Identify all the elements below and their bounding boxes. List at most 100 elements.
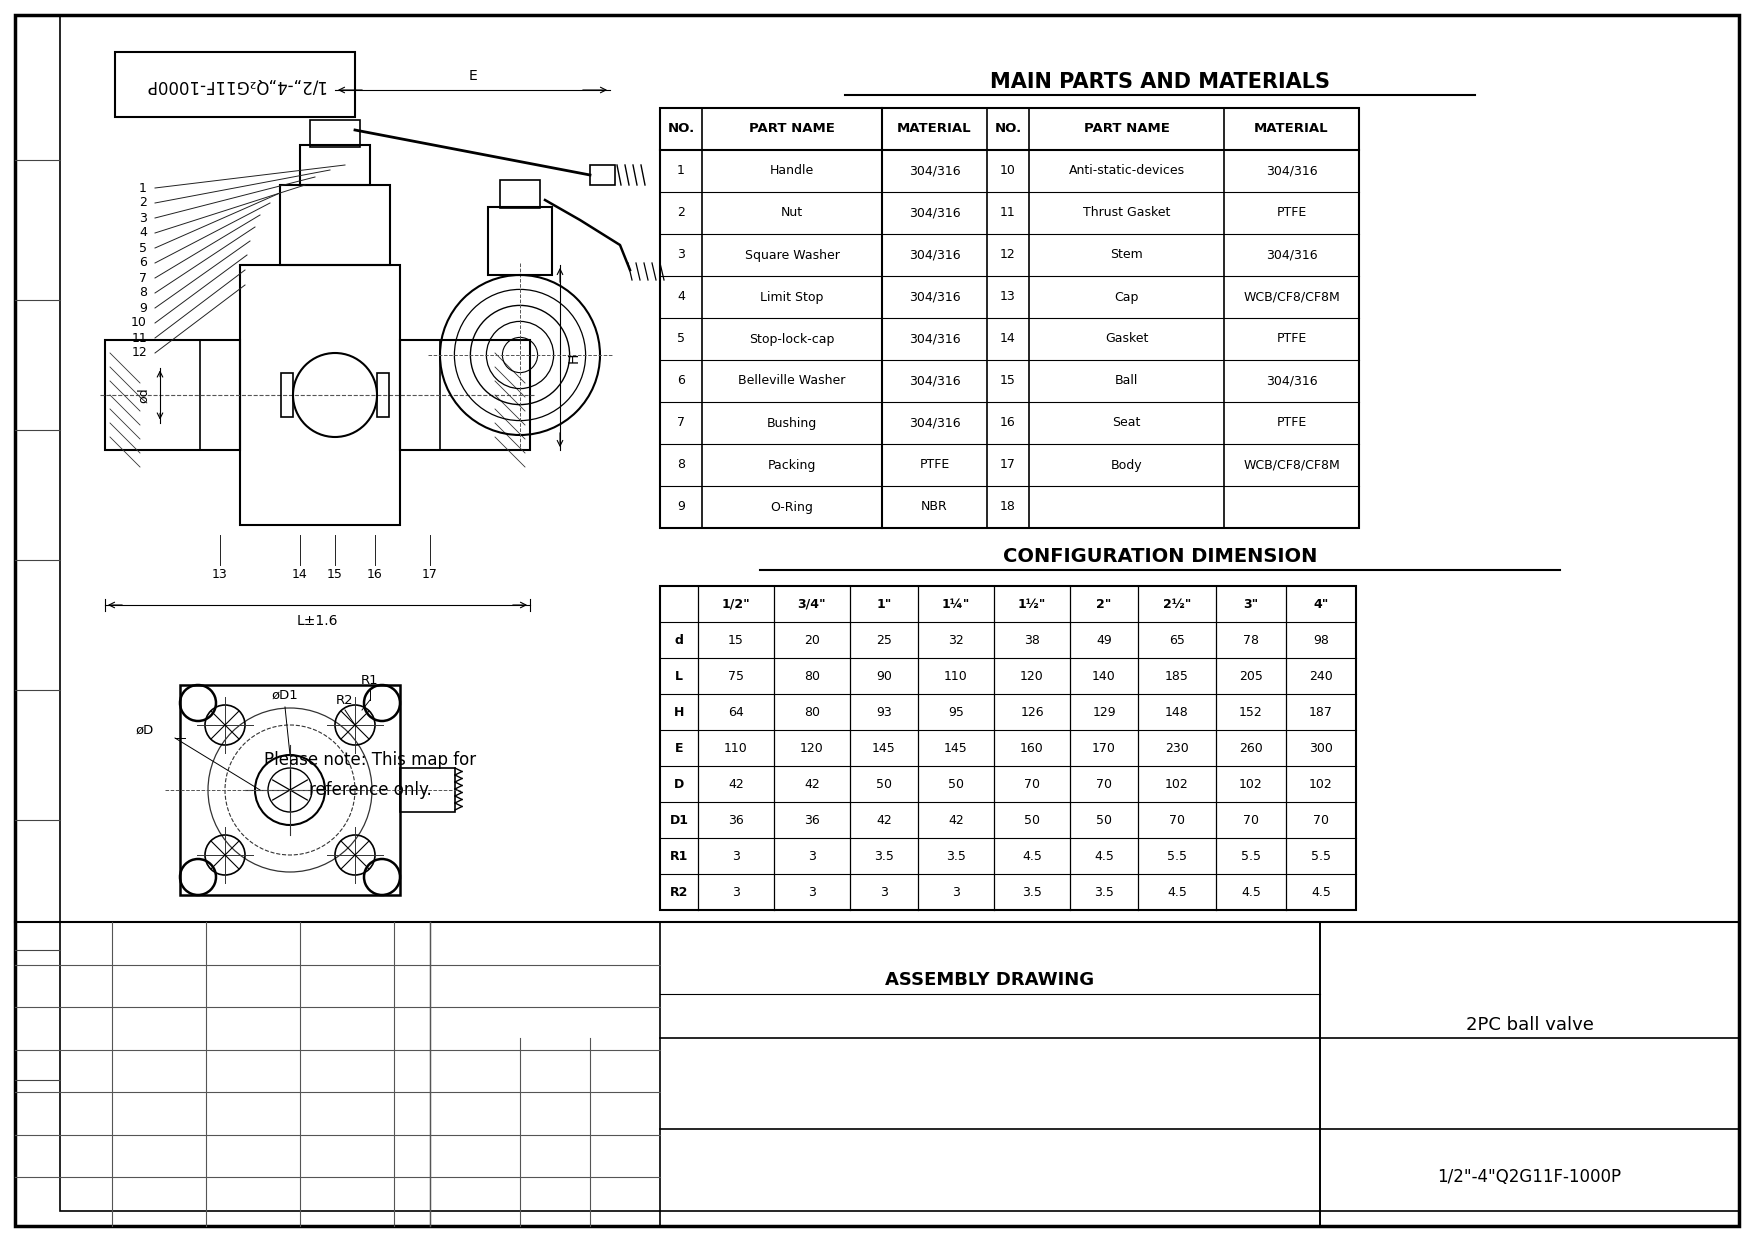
Bar bbox=[400, 768, 454, 812]
Text: 70: 70 bbox=[1244, 814, 1259, 827]
Text: 90: 90 bbox=[875, 669, 893, 683]
Text: 1/2"-4"Q2G11F-1000P: 1/2"-4"Q2G11F-1000P bbox=[1438, 1168, 1621, 1186]
Text: Bushing: Bushing bbox=[766, 417, 817, 429]
Text: Cap: Cap bbox=[1114, 290, 1138, 304]
Text: 3: 3 bbox=[809, 850, 816, 862]
Text: 13: 13 bbox=[212, 568, 228, 582]
Text: 102: 102 bbox=[1308, 778, 1333, 791]
Bar bbox=[377, 374, 389, 417]
Text: 126: 126 bbox=[1021, 705, 1044, 719]
Text: 110: 110 bbox=[944, 669, 968, 683]
Text: 6: 6 bbox=[677, 375, 686, 387]
Text: 148: 148 bbox=[1165, 705, 1189, 719]
Text: 36: 36 bbox=[728, 814, 744, 827]
Text: 5.5: 5.5 bbox=[1242, 850, 1261, 862]
Text: 300: 300 bbox=[1308, 742, 1333, 755]
Text: 15: 15 bbox=[1000, 375, 1016, 387]
Text: 9: 9 bbox=[139, 302, 147, 314]
Text: MAIN PARTS AND MATERIALS: MAIN PARTS AND MATERIALS bbox=[989, 72, 1330, 92]
Text: 16: 16 bbox=[1000, 417, 1016, 429]
Text: 4.5: 4.5 bbox=[1094, 850, 1114, 862]
Text: PTFE: PTFE bbox=[1277, 333, 1307, 345]
Text: 18: 18 bbox=[1000, 500, 1016, 514]
Text: 2: 2 bbox=[139, 196, 147, 210]
Text: 5: 5 bbox=[139, 242, 147, 254]
Text: Belleville Washer: Belleville Washer bbox=[738, 375, 845, 387]
Text: 11: 11 bbox=[132, 331, 147, 345]
Text: L±1.6: L±1.6 bbox=[296, 614, 339, 628]
Text: D1: D1 bbox=[670, 814, 689, 827]
Text: Gasket: Gasket bbox=[1105, 333, 1149, 345]
Text: 14: 14 bbox=[293, 568, 309, 582]
Text: 3.5: 3.5 bbox=[1023, 886, 1042, 898]
Text: 12: 12 bbox=[132, 346, 147, 360]
Text: 7: 7 bbox=[677, 417, 686, 429]
Text: MATERIAL: MATERIAL bbox=[1254, 123, 1330, 135]
Text: 6: 6 bbox=[139, 257, 147, 269]
Text: 49: 49 bbox=[1096, 633, 1112, 647]
Text: 160: 160 bbox=[1021, 742, 1044, 755]
Text: L: L bbox=[675, 669, 682, 683]
Text: 304/316: 304/316 bbox=[909, 333, 959, 345]
Text: 14: 14 bbox=[1000, 333, 1016, 345]
Text: 3: 3 bbox=[881, 886, 888, 898]
Text: 304/316: 304/316 bbox=[1266, 375, 1317, 387]
Text: 3.5: 3.5 bbox=[873, 850, 895, 862]
Text: Handle: Handle bbox=[770, 165, 814, 177]
Bar bbox=[500, 180, 540, 208]
Text: 102: 102 bbox=[1165, 778, 1189, 791]
Text: 50: 50 bbox=[947, 778, 965, 791]
Text: 75: 75 bbox=[728, 669, 744, 683]
Text: 10: 10 bbox=[132, 316, 147, 330]
Text: 129: 129 bbox=[1093, 705, 1116, 719]
Text: 2": 2" bbox=[1096, 597, 1112, 611]
Text: 1: 1 bbox=[139, 181, 147, 195]
Text: 15: 15 bbox=[326, 568, 344, 582]
Text: E: E bbox=[468, 69, 477, 83]
Text: 50: 50 bbox=[875, 778, 893, 791]
Text: Stem: Stem bbox=[1110, 248, 1144, 262]
Text: 304/316: 304/316 bbox=[909, 165, 959, 177]
Text: 16: 16 bbox=[367, 568, 382, 582]
Text: 13: 13 bbox=[1000, 290, 1016, 304]
Text: 93: 93 bbox=[877, 705, 891, 719]
Text: Limit Stop: Limit Stop bbox=[759, 290, 824, 304]
Bar bbox=[660, 586, 1356, 910]
Text: 15: 15 bbox=[728, 633, 744, 647]
Text: 1: 1 bbox=[677, 165, 686, 177]
Bar bbox=[488, 207, 553, 276]
Text: d: d bbox=[675, 633, 684, 647]
Text: O-Ring: O-Ring bbox=[770, 500, 814, 514]
Text: 3: 3 bbox=[731, 886, 740, 898]
Text: 3: 3 bbox=[809, 886, 816, 898]
Text: øD: øD bbox=[135, 724, 154, 736]
Text: 70: 70 bbox=[1314, 814, 1330, 827]
Text: 2: 2 bbox=[677, 206, 686, 220]
Text: 3: 3 bbox=[139, 211, 147, 225]
Text: PART NAME: PART NAME bbox=[749, 123, 835, 135]
Text: 304/316: 304/316 bbox=[1266, 165, 1317, 177]
Text: 145: 145 bbox=[872, 742, 896, 755]
Text: 9: 9 bbox=[677, 500, 686, 514]
Text: 3.5: 3.5 bbox=[1094, 886, 1114, 898]
Text: 120: 120 bbox=[1021, 669, 1044, 683]
Text: 230: 230 bbox=[1165, 742, 1189, 755]
Text: 42: 42 bbox=[949, 814, 965, 827]
Text: reference only.: reference only. bbox=[309, 781, 431, 799]
Text: 20: 20 bbox=[803, 633, 819, 647]
Text: 70: 70 bbox=[1168, 814, 1186, 827]
Text: 25: 25 bbox=[875, 633, 893, 647]
Text: Please note: This map for: Please note: This map for bbox=[263, 751, 475, 769]
Text: 185: 185 bbox=[1165, 669, 1189, 683]
Text: H: H bbox=[567, 352, 581, 362]
Text: 1/2": 1/2" bbox=[721, 597, 751, 611]
Text: PTFE: PTFE bbox=[1277, 417, 1307, 429]
Text: 304/316: 304/316 bbox=[909, 206, 959, 220]
Text: Nut: Nut bbox=[781, 206, 803, 220]
Text: WCB/CF8/CF8M: WCB/CF8/CF8M bbox=[1244, 458, 1340, 472]
Bar bbox=[310, 120, 360, 146]
Text: 260: 260 bbox=[1238, 742, 1263, 755]
Bar bbox=[281, 185, 389, 266]
Text: 5.5: 5.5 bbox=[1166, 850, 1187, 862]
Text: 70: 70 bbox=[1024, 778, 1040, 791]
